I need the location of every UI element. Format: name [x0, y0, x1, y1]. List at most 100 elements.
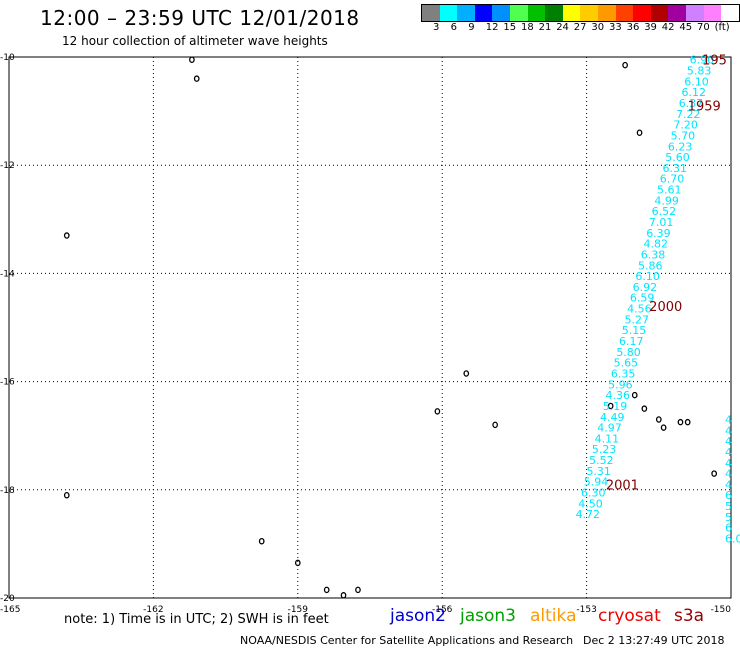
legend-label: 42	[661, 22, 675, 33]
legend-label: 21	[538, 22, 552, 33]
track-value: 6.10	[635, 270, 660, 283]
track-value: 6.12	[682, 86, 707, 99]
track-value: 6.31	[662, 162, 687, 175]
island	[63, 232, 70, 239]
island	[684, 418, 691, 426]
legend-label: 24	[556, 22, 569, 33]
track-value: 6.70	[660, 173, 685, 186]
x-tick-label: -150	[711, 605, 732, 615]
track-value: 5.96	[608, 378, 633, 391]
track-value: 5.86	[638, 259, 663, 272]
track-value: 5.27	[624, 313, 649, 326]
satellite-jason3: jason3	[460, 606, 516, 626]
track-value: 4.11	[595, 432, 620, 445]
legend-label: 18	[521, 22, 534, 33]
track-value: 5.80	[616, 346, 641, 359]
track-value: 7.20	[673, 119, 698, 132]
legend-label: 36	[626, 22, 640, 33]
x-tick-label: -162	[143, 605, 163, 615]
y-tick-label: -14	[0, 269, 15, 279]
generation-timestamp: Dec 2 13:27:49 UTC 2018	[583, 634, 725, 647]
legend-swatch	[703, 5, 722, 21]
legend-label: 12	[485, 22, 499, 33]
track-value: 5.61	[657, 184, 682, 197]
track-value: 5.65	[614, 357, 639, 370]
track-value: 6.10	[684, 75, 709, 88]
legend-label: 3	[433, 22, 440, 33]
island	[655, 416, 662, 423]
island	[492, 421, 498, 429]
island-outlines	[63, 56, 718, 599]
track-value: 6.17	[619, 335, 644, 348]
track-value: 4.56	[627, 303, 652, 316]
legend-swatch	[650, 5, 669, 21]
track-value: 4.72	[576, 508, 601, 521]
island	[636, 129, 643, 136]
track-value: 6.39	[646, 227, 671, 240]
y-tick-label: -12	[0, 161, 15, 171]
legend-label: 9	[468, 22, 475, 33]
track-value: 6.37	[679, 97, 704, 110]
track-value: 4.50	[578, 497, 603, 510]
track-value: 4	[725, 435, 732, 448]
time-label: 2001	[606, 478, 639, 493]
island	[463, 370, 470, 377]
time-label: 195	[702, 54, 727, 69]
y-tick-label: -16	[0, 378, 15, 388]
track-value: 5.19	[603, 400, 628, 413]
track-value: 6.59	[630, 292, 655, 305]
legend-swatch	[492, 5, 510, 21]
track-value: 4.82	[643, 238, 668, 251]
island	[63, 491, 70, 499]
track-value: 4	[725, 457, 732, 470]
legend-swatch	[615, 5, 634, 21]
axis-tick-labels: -10 -12 -14 -16 -18 -20-165 -162 -159 -156 -153 -1…	[0, 53, 731, 615]
island	[258, 537, 265, 545]
track-value: 6.38	[641, 248, 666, 261]
legend-swatch	[439, 5, 458, 21]
island	[340, 592, 347, 599]
track-value: 4.97	[597, 422, 622, 435]
island	[660, 424, 667, 431]
island	[294, 559, 301, 567]
satellite-cryosat: cryosat	[598, 606, 661, 626]
track-value: 4	[725, 413, 732, 426]
legend-swatch	[633, 5, 651, 21]
track-value: 5.31	[586, 465, 611, 478]
x-tick-label: -159	[288, 605, 309, 615]
y-tick-label: -18	[0, 486, 15, 496]
island	[355, 586, 361, 594]
track-value: 6	[725, 489, 732, 502]
legend-label: 27	[573, 22, 587, 33]
legend-swatch	[545, 5, 563, 21]
track-value: 7.22	[676, 108, 701, 121]
track-value: 6.0	[725, 532, 740, 545]
y-tick-label: -20	[0, 594, 15, 604]
legend-swatch	[685, 5, 704, 21]
track-value: 5.52	[589, 454, 614, 467]
track-value: 4	[725, 424, 732, 437]
track-value: 6.30	[581, 487, 606, 500]
track-value: 4.99	[654, 194, 679, 207]
legend-label: 39	[644, 22, 657, 33]
island	[323, 586, 330, 594]
y-tick-label: -10	[0, 53, 15, 63]
legend-swatch	[580, 5, 598, 21]
track-value: 5.94	[584, 476, 609, 489]
chart-subtitle: 12 hour collection of altimeter wave hei…	[62, 34, 328, 48]
track-value: 7.01	[649, 216, 674, 229]
island	[677, 418, 684, 426]
legend-swatch	[668, 5, 686, 21]
legend-label: 30	[591, 22, 605, 33]
satellite-jason2: jason2	[390, 606, 446, 626]
island	[711, 470, 718, 477]
altimeter-tracks: 6.905.836.106.126.377.227.205.706.235.60…	[576, 54, 740, 546]
track-value: 5.15	[622, 324, 647, 337]
track-value: 5	[725, 500, 732, 513]
legend-label: (ft)	[714, 22, 730, 33]
island	[193, 75, 200, 82]
island	[434, 408, 441, 415]
legend-swatch	[721, 5, 739, 21]
track-value: 5.83	[687, 65, 712, 78]
